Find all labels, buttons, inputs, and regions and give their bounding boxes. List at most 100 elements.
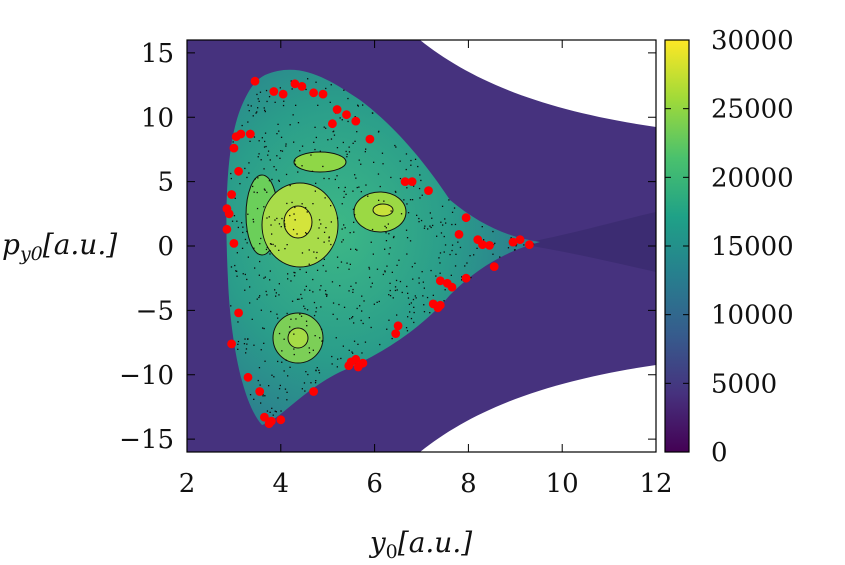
trajectory-dot	[274, 410, 276, 412]
trajectory-dot	[411, 266, 413, 268]
trajectory-dot	[306, 309, 309, 311]
trajectory-dot	[365, 184, 367, 186]
trajectory-dot	[438, 257, 440, 259]
trajectory-dot	[323, 177, 325, 180]
trajectory-dot	[249, 286, 251, 288]
trajectory-dot	[230, 177, 232, 180]
red-marker	[353, 362, 363, 372]
trajectory-dot	[371, 282, 373, 284]
trajectory-dot	[259, 260, 261, 263]
trajectory-dot	[278, 332, 281, 335]
trajectory-dot	[361, 295, 363, 297]
trajectory-dot	[418, 221, 420, 223]
trajectory-dot	[322, 340, 324, 342]
island-center-core	[283, 205, 313, 239]
trajectory-dot	[284, 248, 286, 250]
trajectory-dot	[361, 310, 363, 312]
trajectory-dot	[384, 248, 386, 250]
trajectory-dot	[285, 143, 287, 145]
trajectory-dot	[431, 217, 433, 219]
y-tick-label: 5	[157, 168, 174, 198]
trajectory-dot	[510, 237, 512, 239]
trajectory-dot	[335, 337, 337, 339]
trajectory-dot	[267, 150, 270, 152]
trajectory-dot	[276, 155, 278, 157]
trajectory-dot	[393, 235, 395, 238]
trajectory-dot	[304, 289, 306, 291]
trajectory-dot	[320, 328, 323, 330]
trajectory-dot	[269, 253, 271, 255]
trajectory-dot	[286, 391, 288, 393]
trajectory-dot	[292, 228, 295, 231]
trajectory-dot	[269, 270, 271, 272]
trajectory-dot	[273, 166, 275, 168]
trajectory-dot	[432, 224, 434, 227]
trajectory-dot	[298, 298, 300, 300]
trajectory-dot	[354, 140, 356, 142]
trajectory-dot	[427, 228, 429, 230]
trajectory-dot	[247, 213, 249, 215]
trajectory-dot	[399, 160, 401, 162]
trajectory-dot	[263, 206, 265, 208]
regular-islands	[245, 151, 407, 364]
trajectory-dot	[352, 316, 354, 318]
trajectory-dot	[260, 159, 262, 161]
trajectory-dot	[236, 270, 238, 272]
trajectory-dot	[432, 294, 434, 296]
trajectory-dot	[378, 199, 380, 201]
trajectory-dot	[358, 159, 360, 161]
trajectory-dot	[317, 104, 319, 106]
trajectory-dot	[283, 100, 285, 102]
trajectory-dot	[341, 203, 343, 205]
trajectory-dot	[296, 233, 298, 235]
trajectory-dot	[269, 411, 271, 413]
trajectory-dot	[242, 231, 244, 234]
trajectory-dot	[234, 197, 236, 199]
y-axis-label-base: p	[2, 228, 20, 261]
trajectory-dot	[269, 243, 272, 245]
trajectory-dot	[356, 186, 358, 189]
trajectory-dot	[305, 371, 307, 373]
x-tick-label: 2	[179, 469, 196, 499]
trajectory-dot	[523, 244, 525, 246]
trajectory-dot	[278, 249, 280, 251]
trajectory-dot	[444, 244, 447, 246]
trajectory-dot	[326, 295, 328, 297]
trajectory-dot	[390, 210, 392, 212]
trajectory-dot	[352, 142, 354, 144]
trajectory-dot	[341, 119, 343, 121]
trajectory-dot	[270, 224, 272, 226]
trajectory-dot	[290, 280, 292, 282]
trajectory-dot	[286, 244, 288, 246]
trajectory-dot	[439, 252, 442, 254]
trajectory-dot	[395, 146, 397, 148]
trajectory-dot	[262, 393, 264, 396]
trajectory-dot	[275, 292, 277, 294]
trajectory-dot	[258, 367, 261, 369]
red-marker	[234, 166, 244, 176]
trajectory-dot	[406, 253, 408, 255]
trajectory-dot	[315, 380, 317, 382]
red-marker	[222, 224, 232, 234]
trajectory-dot	[233, 215, 236, 217]
trajectory-dot	[248, 110, 250, 112]
trajectory-dot	[266, 100, 268, 103]
trajectory-dot	[470, 276, 472, 279]
trajectory-dot	[461, 276, 463, 278]
y-tick-label: 10	[141, 103, 174, 133]
red-marker	[229, 239, 239, 248]
trajectory-dot	[300, 293, 302, 296]
trajectory-dot	[264, 140, 266, 143]
trajectory-dot	[330, 138, 333, 140]
trajectory-dot	[281, 217, 283, 220]
trajectory-dot	[241, 247, 244, 249]
trajectory-dot	[246, 278, 248, 281]
trajectory-dot	[370, 241, 372, 243]
red-marker	[525, 240, 534, 250]
trajectory-dot	[418, 217, 420, 220]
x-tick-label: 10	[546, 469, 579, 499]
trajectory-dot	[483, 239, 485, 241]
trajectory-dot	[299, 150, 301, 152]
trajectory-dot	[256, 111, 258, 113]
trajectory-dot	[301, 297, 303, 300]
